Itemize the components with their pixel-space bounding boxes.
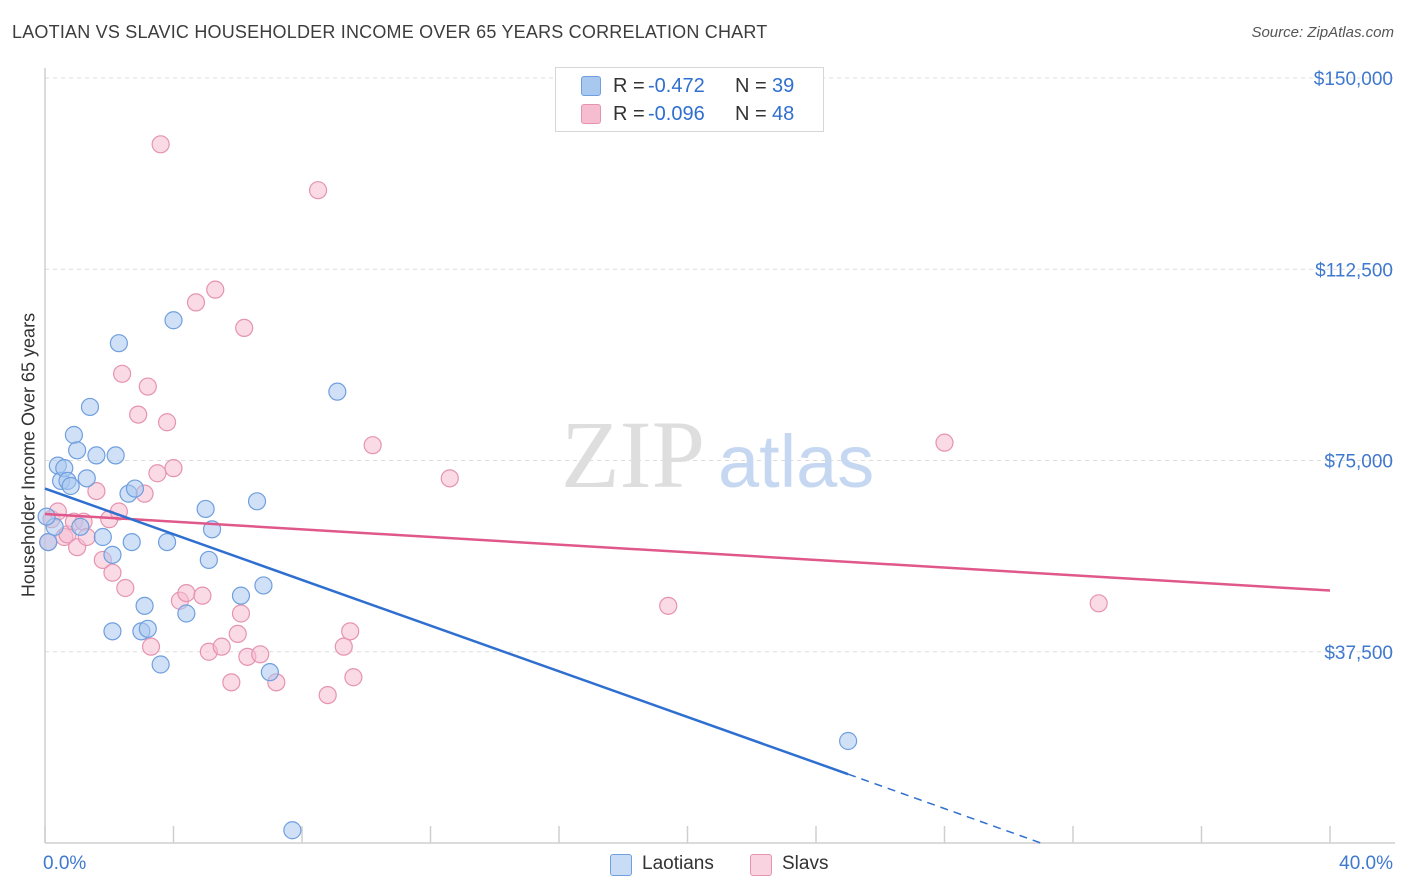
laotians-point [328, 382, 347, 401]
laotians-point [135, 596, 154, 615]
y-tick-label: $150,000 [1314, 69, 1393, 90]
laotians-point [106, 446, 125, 465]
laotians-point [87, 446, 106, 465]
grid-lines [45, 77, 1395, 653]
slavs-point [141, 637, 161, 656]
laotians-r-value: -0.472 [648, 75, 705, 97]
laotians-point [122, 532, 141, 552]
laotians-point [839, 731, 858, 751]
slavs-point [334, 637, 353, 656]
laotians-trend-line [44, 487, 849, 776]
laotians-point [71, 517, 90, 536]
slavs-point [231, 604, 251, 623]
slavs-point [129, 405, 148, 424]
laotians-point [177, 604, 196, 623]
slavs-points [39, 135, 1108, 705]
slavs-point [138, 377, 157, 396]
laotians-point [151, 655, 170, 674]
laotians-point [103, 622, 122, 641]
slavs-swatch [581, 104, 601, 124]
laotians-point [231, 586, 251, 605]
x-tick-label-min: 0.0% [43, 853, 86, 874]
laotians-point [199, 550, 218, 570]
slavs-point [251, 645, 270, 664]
slavs-point [112, 364, 132, 383]
slavs-n-label: N = [735, 103, 767, 125]
tick-labels: $37,500 $75,000 $112,500 $150,000 0.0% 40.0% [43, 69, 1393, 874]
slavs-point [164, 459, 183, 478]
slavs-point [87, 482, 106, 501]
y-tick-label: $112,500 [1315, 260, 1393, 281]
slavs-point [363, 436, 382, 455]
slavs-point [206, 280, 225, 299]
axes [44, 68, 1395, 844]
slavs-point [222, 673, 241, 692]
laotians-point [37, 507, 56, 526]
laotians-point [247, 492, 267, 511]
laotians-point [77, 469, 96, 488]
correlation-legend: R = -0.472 N = 39 R = -0.096 N = 48 [555, 67, 824, 132]
bottom-legend-laotians-swatch [610, 854, 632, 876]
laotians-point [61, 476, 80, 496]
slavs-point [318, 685, 337, 705]
x-tick-label-max: 40.0% [1339, 853, 1393, 874]
bottom-legend-laotians-label: Laotians [642, 853, 714, 874]
slavs-point [177, 583, 196, 603]
laotians-point [68, 441, 87, 460]
slavs-point [103, 563, 122, 582]
laotians-point [103, 545, 122, 564]
trend-lines [44, 487, 1331, 844]
laotians-point [64, 425, 84, 445]
chart-title: LAOTIAN VS SLAVIC HOUSEHOLDER INCOME OVE… [12, 22, 768, 42]
watermark-atlas: atlas [718, 420, 874, 503]
slavs-point [212, 637, 231, 656]
laotians-point [109, 334, 128, 353]
slavs-point [344, 668, 363, 687]
bottom-legend-slavs-label: Slavs [782, 853, 829, 874]
slavs-point [659, 596, 678, 615]
laotians-point [93, 527, 112, 547]
slavs-point [308, 181, 328, 200]
y-tick-label: $75,000 [1324, 452, 1393, 473]
slavs-n-value: 48 [772, 103, 795, 125]
laotians-point [196, 499, 215, 519]
laotians-r-label: R = [613, 75, 645, 97]
laotians-n-label: N = [735, 75, 767, 97]
slavs-point [151, 135, 170, 154]
y-tick-label: $37,500 [1324, 643, 1393, 664]
laotians-point [39, 532, 58, 552]
bottom-legend-slavs-swatch [750, 854, 772, 876]
laotians-point [157, 532, 177, 552]
slavs-point [228, 624, 247, 644]
watermark-zip: ZIP [561, 401, 705, 508]
slavs-point [186, 293, 206, 312]
laotians-point [164, 311, 183, 330]
slavs-point [341, 622, 360, 641]
slavs-point [116, 578, 135, 598]
slavs-point [148, 464, 167, 483]
laotians-swatch [581, 76, 601, 96]
laotians-n-value: 39 [772, 75, 795, 97]
watermark: ZIP atlas [561, 401, 874, 508]
slavs-point [935, 433, 954, 452]
slavs-point [235, 318, 254, 337]
y-axis-label: Householder Income Over 65 years [18, 312, 39, 598]
laotians-points [37, 311, 858, 840]
laotians-point [254, 576, 273, 595]
slavs-trend-line [44, 512, 1331, 592]
laotians-point [283, 821, 302, 840]
slavs-r-value: -0.096 [648, 103, 705, 125]
slavs-point [440, 469, 459, 488]
laotians-trend-extension [847, 773, 1042, 844]
laotians-point [80, 397, 100, 417]
slavs-point [157, 413, 177, 432]
laotians-point [125, 479, 145, 498]
laotians-point [138, 619, 157, 638]
slavs-r-label: R = [613, 103, 645, 125]
slavs-point [1089, 594, 1108, 613]
slavs-point [193, 586, 212, 605]
source-label: Source: ZipAtlas.com [1251, 24, 1394, 41]
laotians-point [260, 663, 279, 682]
